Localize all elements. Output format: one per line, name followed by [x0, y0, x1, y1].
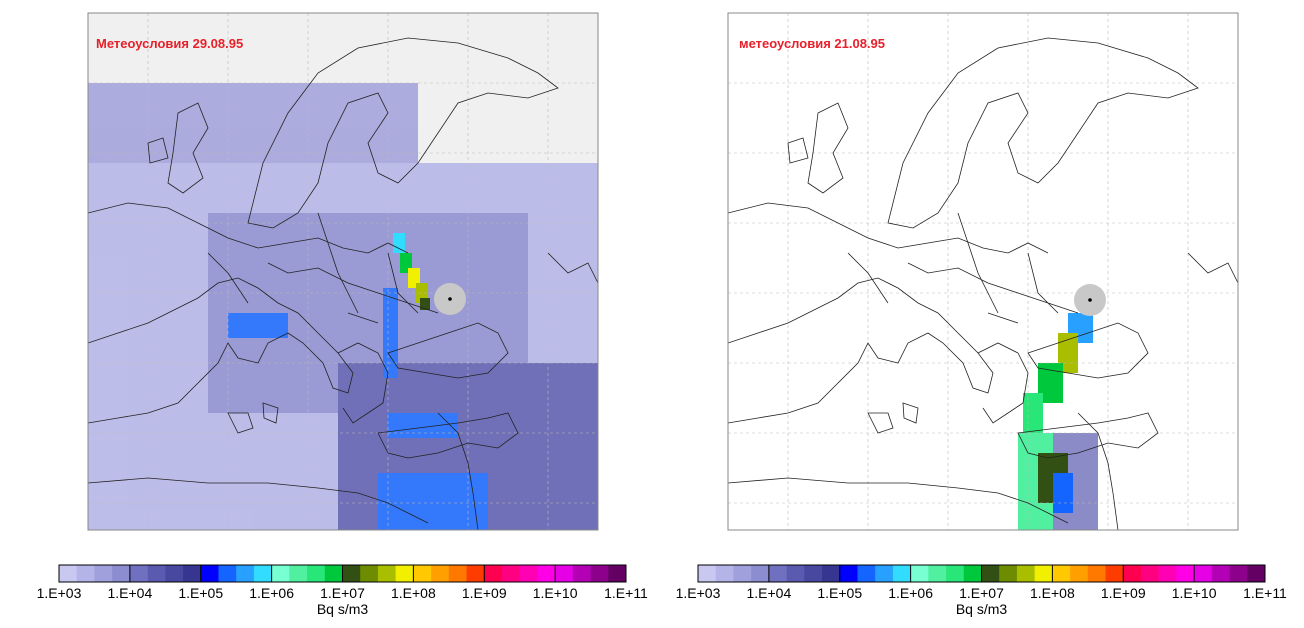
color-step: [963, 565, 982, 582]
color-step: [112, 565, 131, 582]
color-step: [1247, 565, 1266, 582]
color-step: [129, 565, 148, 582]
colorbar-label: Bq s/m3: [317, 601, 369, 617]
color-step: [1070, 565, 1089, 582]
color-step: [1016, 565, 1035, 582]
color-step: [804, 565, 823, 582]
color-step: [1229, 565, 1248, 582]
color-step: [76, 565, 95, 582]
color-step: [1158, 565, 1177, 582]
color-step: [519, 565, 538, 582]
color-step: [289, 565, 308, 582]
tick-label: 1.E+05: [817, 585, 862, 601]
color-step: [590, 565, 609, 582]
color-step: [466, 565, 485, 582]
color-step: [448, 565, 467, 582]
tick-label: 1.E+10: [533, 585, 578, 601]
tick-label: 1.E+09: [462, 585, 507, 601]
color-step: [324, 565, 343, 582]
color-step: [271, 565, 290, 582]
tick-label: 1.E+06: [888, 585, 933, 601]
color-step: [839, 565, 858, 582]
tick-label: 1.E+11: [604, 585, 648, 601]
color-step: [1140, 565, 1159, 582]
color-step: [377, 565, 396, 582]
color-step: [218, 565, 237, 582]
tick-label: 1.E+04: [107, 585, 152, 601]
color-step: [768, 565, 787, 582]
color-step: [857, 565, 876, 582]
color-step: [484, 565, 503, 582]
color-step: [999, 565, 1018, 582]
frame: [87, 12, 599, 531]
color-step: [1105, 565, 1124, 582]
color-step: [537, 565, 556, 582]
tick-label: 1.E+11: [1243, 585, 1287, 601]
tick-label: 1.E+05: [178, 585, 223, 601]
map-left: [88, 13, 598, 530]
tick-label: 1.E+03: [37, 585, 82, 601]
color-step: [395, 565, 414, 582]
color-step: [342, 565, 361, 582]
tick-label: 1.E+08: [391, 585, 436, 601]
color-step: [1194, 565, 1213, 582]
color-step: [875, 565, 894, 582]
color-step: [1123, 565, 1142, 582]
color-step: [910, 565, 929, 582]
tick-label: 1.E+09: [1101, 585, 1146, 601]
color-step: [715, 565, 734, 582]
panel-title: Метеоусловия 29.08.95: [96, 36, 243, 51]
color-step: [431, 565, 450, 582]
color-step: [501, 565, 520, 582]
tick-label: 1.E+10: [1172, 585, 1217, 601]
panel-title: метеоусловия 21.08.95: [739, 36, 885, 51]
color-step: [59, 565, 78, 582]
color-step: [413, 565, 432, 582]
color-step: [608, 565, 627, 582]
colorbar-label: Bq s/m3: [956, 601, 1008, 617]
color-step: [253, 565, 272, 582]
color-step: [751, 565, 770, 582]
color-step: [1087, 565, 1106, 582]
color-step: [307, 565, 326, 582]
color-step: [555, 565, 574, 582]
color-step: [698, 565, 717, 582]
color-step: [572, 565, 591, 582]
color-step: [1052, 565, 1071, 582]
tick-label: 1.E+08: [1030, 585, 1075, 601]
color-step: [928, 565, 947, 582]
color-step: [147, 565, 166, 582]
color-step: [981, 565, 1000, 582]
color-step: [892, 565, 911, 582]
color-step: [183, 565, 202, 582]
tick-label: 1.E+04: [746, 585, 791, 601]
color-step: [236, 565, 255, 582]
color-step: [786, 565, 805, 582]
color-step: [94, 565, 113, 582]
color-step: [1034, 565, 1053, 582]
map-right: [728, 13, 1238, 530]
tick-label: 1.E+07: [320, 585, 365, 601]
color-step: [946, 565, 965, 582]
color-step: [1211, 565, 1230, 582]
color-step: [165, 565, 184, 582]
color-step: [822, 565, 841, 582]
tick-label: 1.E+06: [249, 585, 294, 601]
color-step: [1176, 565, 1195, 582]
frame: [727, 12, 1239, 531]
color-step: [360, 565, 379, 582]
tick-label: 1.E+07: [959, 585, 1004, 601]
color-step: [200, 565, 219, 582]
color-step: [733, 565, 752, 582]
tick-label: 1.E+03: [676, 585, 721, 601]
